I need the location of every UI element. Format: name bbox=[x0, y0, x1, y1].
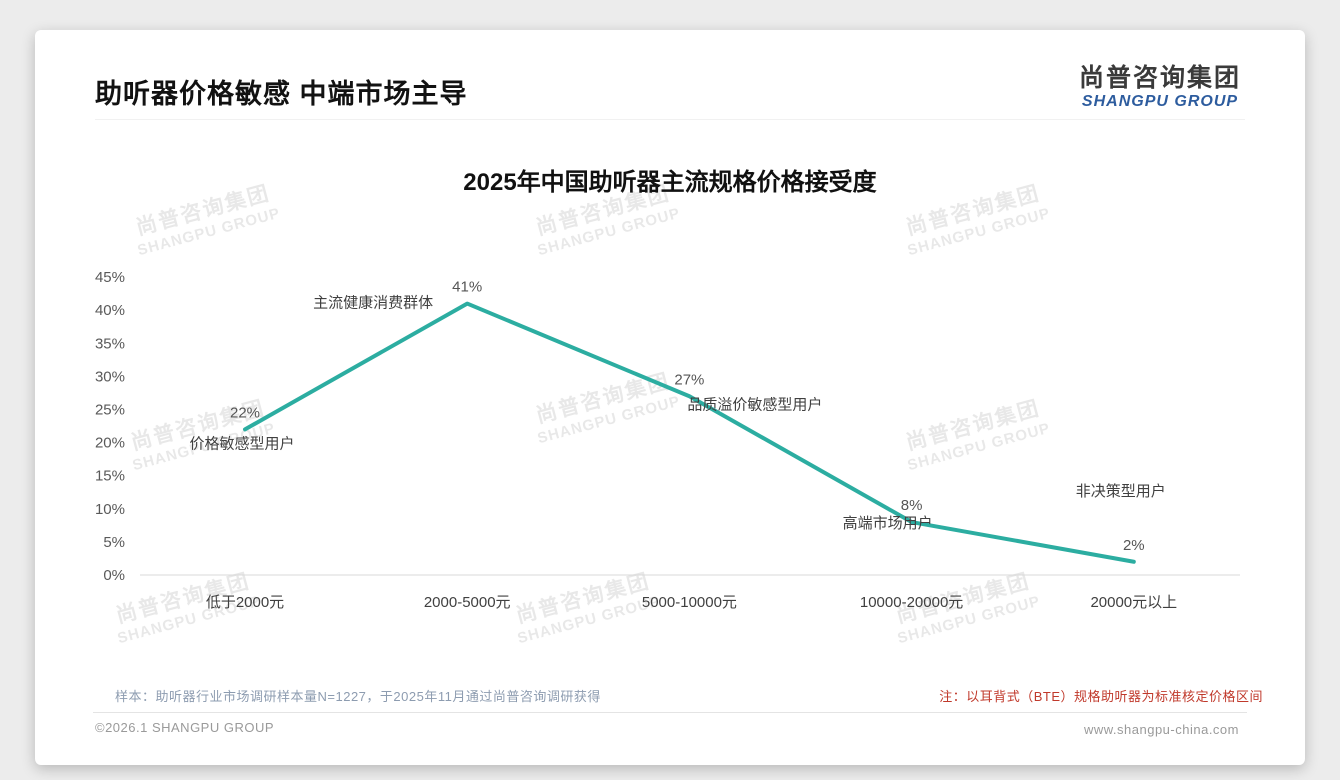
x-axis-category: 5000-10000元 bbox=[642, 594, 737, 611]
y-axis-tick: 35% bbox=[95, 335, 125, 352]
chart-title: 2025年中国助听器主流规格价格接受度 bbox=[463, 169, 877, 196]
data-point-name: 高端市场用户 bbox=[843, 515, 933, 532]
data-point-value: 2% bbox=[1123, 537, 1145, 554]
data-point-value: 8% bbox=[901, 497, 923, 514]
y-axis-tick: 20% bbox=[95, 435, 125, 452]
y-axis-tick: 40% bbox=[95, 302, 125, 319]
y-axis-tick: 10% bbox=[95, 501, 125, 518]
y-axis-tick: 15% bbox=[95, 468, 125, 485]
copyright-text: ©2026.1 SHANGPU GROUP bbox=[95, 720, 275, 735]
data-point-value: 41% bbox=[452, 279, 482, 296]
data-point-name: 主流健康消费群体 bbox=[313, 295, 433, 312]
data-point-name: 品质溢价敏感型用户 bbox=[687, 396, 822, 413]
data-point-name: 价格敏感型用户 bbox=[189, 435, 294, 452]
x-axis-category: 20000元以上 bbox=[1090, 594, 1177, 611]
sample-note: 样本：助听器行业市场调研样本量N=1227，于2025年11月通过尚普咨询调研获… bbox=[115, 689, 601, 704]
spec-note: 注：以耳背式（BTE）规格助听器为标准核定价格区间 bbox=[939, 689, 1263, 704]
x-axis-category: 低于2000元 bbox=[206, 594, 284, 611]
logo-english-text: SHANGPU GROUP bbox=[1081, 93, 1239, 110]
x-axis-category: 2000-5000元 bbox=[424, 594, 511, 611]
company-logo: 尚普咨询集团 SHANGPU GROUP bbox=[1079, 58, 1241, 111]
data-point-value: 27% bbox=[674, 371, 704, 388]
page-title: 助听器价格敏感 中端市场主导 bbox=[95, 79, 468, 109]
data-point-value: 22% bbox=[230, 404, 260, 421]
slide-card: 尚普咨询集团 SHANGPU GROUP 尚普咨询集团 SHANGPU GROUP 尚普… bbox=[35, 30, 1305, 765]
data-point-name: 非决策型用户 bbox=[1076, 483, 1166, 500]
header-divider bbox=[95, 119, 1245, 120]
website-text: www.shangpu-china.com bbox=[1083, 722, 1239, 737]
y-axis-tick: 0% bbox=[103, 567, 125, 584]
footer-divider bbox=[93, 712, 1247, 713]
line-chart: 45% 40% 35% 30% 25% 20% 15% 10% 5% 0% 低于2000元 2000-… bbox=[95, 269, 1240, 611]
y-axis-tick: 5% bbox=[103, 534, 125, 551]
logo-chinese-text: 尚普咨询集团 bbox=[1078, 64, 1241, 92]
y-axis-tick: 45% bbox=[95, 269, 125, 286]
y-axis-tick: 30% bbox=[95, 368, 125, 385]
x-axis-category: 10000-20000元 bbox=[860, 594, 963, 611]
y-axis-tick: 25% bbox=[95, 402, 125, 419]
acceptance-line-series bbox=[243, 301, 1136, 564]
